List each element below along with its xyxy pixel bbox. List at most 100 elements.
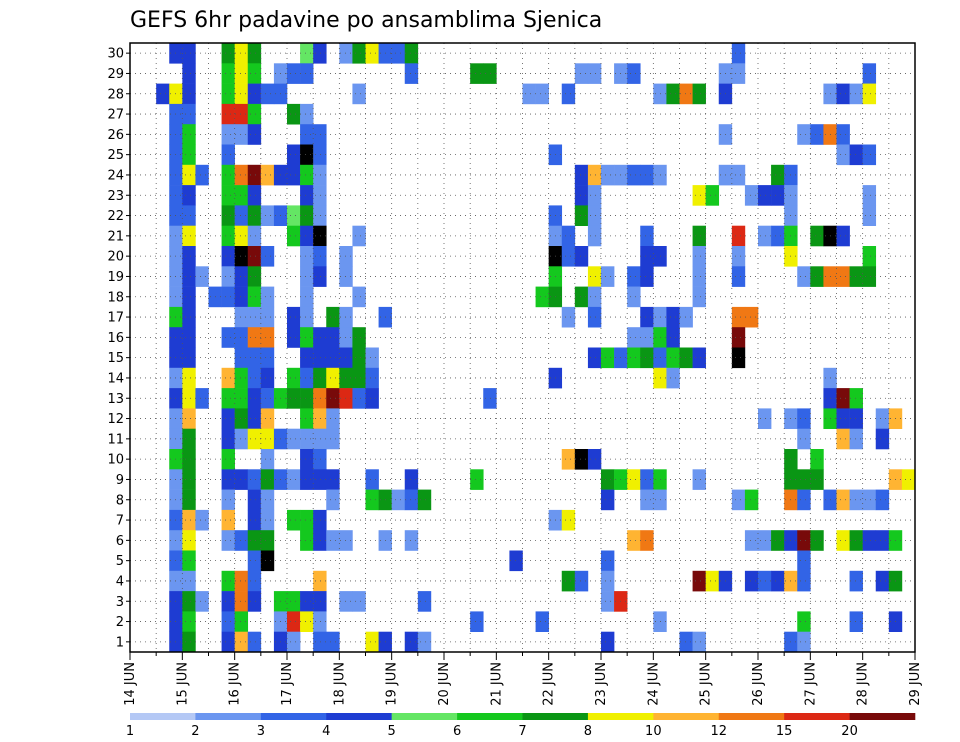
heatmap-cell [234,185,249,206]
heatmap-cell [365,347,379,369]
heatmap-cell [836,124,850,145]
heatmap-cell [234,469,249,490]
colorbar-segment [391,713,458,720]
heatmap-cell [862,205,877,226]
heatmap-cell [287,469,301,490]
heatmap-cell [417,591,432,612]
heatmap-cell [862,63,877,84]
heatmap-cell [300,225,314,247]
heatmap-cell [287,367,301,389]
heatmap-cell [352,225,366,247]
heatmap-cell [300,611,314,632]
heatmap-cell [339,591,353,612]
heatmap-cell [679,306,693,328]
heatmap-cell [627,266,641,287]
heatmap-cell [862,489,877,511]
heatmap-cell [731,43,746,64]
heatmap-cell [221,144,235,166]
heatmap-cell [247,306,262,328]
heatmap-cell [574,185,589,206]
heatmap-cell [221,327,235,348]
y-tick-label: 25 [107,148,124,163]
heatmap-cell [849,428,863,450]
heatmap-cell [313,388,327,409]
heatmap-cell [601,266,615,287]
colorbar-label: 10 [645,724,662,739]
heatmap-cell [247,509,262,531]
heatmap-cell [797,408,811,429]
heatmap-cell [587,205,602,226]
heatmap-cell [339,327,353,348]
heatmap-cell [221,246,235,267]
heatmap-cell [260,83,275,105]
heatmap-cell [326,631,340,653]
heatmap-cell [247,286,262,308]
colorbar-label: 12 [710,724,727,739]
heatmap-cell [574,570,589,592]
heatmap-cell [758,530,772,551]
heatmap-cell [247,63,262,84]
heatmap-cell [574,449,589,470]
colorbar-label: 3 [257,724,265,739]
heatmap-cell [234,530,249,551]
colorbar-label: 15 [776,724,793,739]
heatmap-cell [574,205,589,226]
y-tick-label: 22 [107,209,124,224]
heatmap-cell [260,286,275,308]
chart-title: GEFS 6hr padavine po ansamblima Sjenica [130,8,602,33]
y-tick-label: 19 [107,270,124,285]
heatmap-cell [627,347,641,369]
heatmap-cell [182,428,196,450]
heatmap-cell [182,266,196,287]
y-tick-label: 29 [107,67,124,82]
heatmap-cell [666,367,680,389]
heatmap-cell [221,266,235,287]
heatmap-cell [313,367,327,389]
heatmap-cell [849,266,863,287]
heatmap-cell [535,611,549,632]
heatmap-cell [404,631,419,653]
heatmap-cell [771,185,785,206]
y-tick-label: 10 [107,453,124,468]
colorbar-segment [457,713,523,720]
heatmap-cell [692,83,706,105]
heatmap-cell [339,367,353,389]
heatmap-cell [182,631,196,653]
heatmap-cell [247,266,262,287]
heatmap-cell [365,43,379,64]
heatmap-cell [313,449,327,470]
heatmap-cell [365,489,379,511]
heatmap-cell [587,164,602,186]
heatmap-cell [849,408,863,429]
heatmap-cell [601,550,615,572]
heatmap-cell [234,591,249,612]
heatmap-cell [182,570,196,592]
heatmap-cell [758,185,772,206]
y-tick-label: 6 [116,534,124,549]
plot-grid [130,43,915,652]
heatmap-cell [810,530,824,551]
heatmap-cell [247,428,262,450]
heatmap-cell [836,428,850,450]
heatmap-cell [836,388,850,409]
heatmap-cell [221,225,235,247]
heatmap-cell [300,103,314,125]
heatmap-cell [731,347,746,369]
heatmap-cell [679,631,693,653]
y-tick-label: 4 [116,574,124,589]
heatmap-cell [365,388,379,409]
heatmap-cell [849,570,863,592]
heatmap-cell [182,144,196,166]
heatmap-cell [234,570,249,592]
heatmap-cell [640,530,654,551]
heatmap-cell [326,428,340,450]
y-tick-label: 12 [107,412,124,427]
heatmap-cell [247,408,262,429]
heatmap-cell [326,327,340,348]
heatmap-cell [692,469,706,490]
heatmap-cell [300,144,314,166]
heatmap-cell [836,408,850,429]
heatmap-cell [234,246,249,267]
heatmap-cell [313,591,327,612]
